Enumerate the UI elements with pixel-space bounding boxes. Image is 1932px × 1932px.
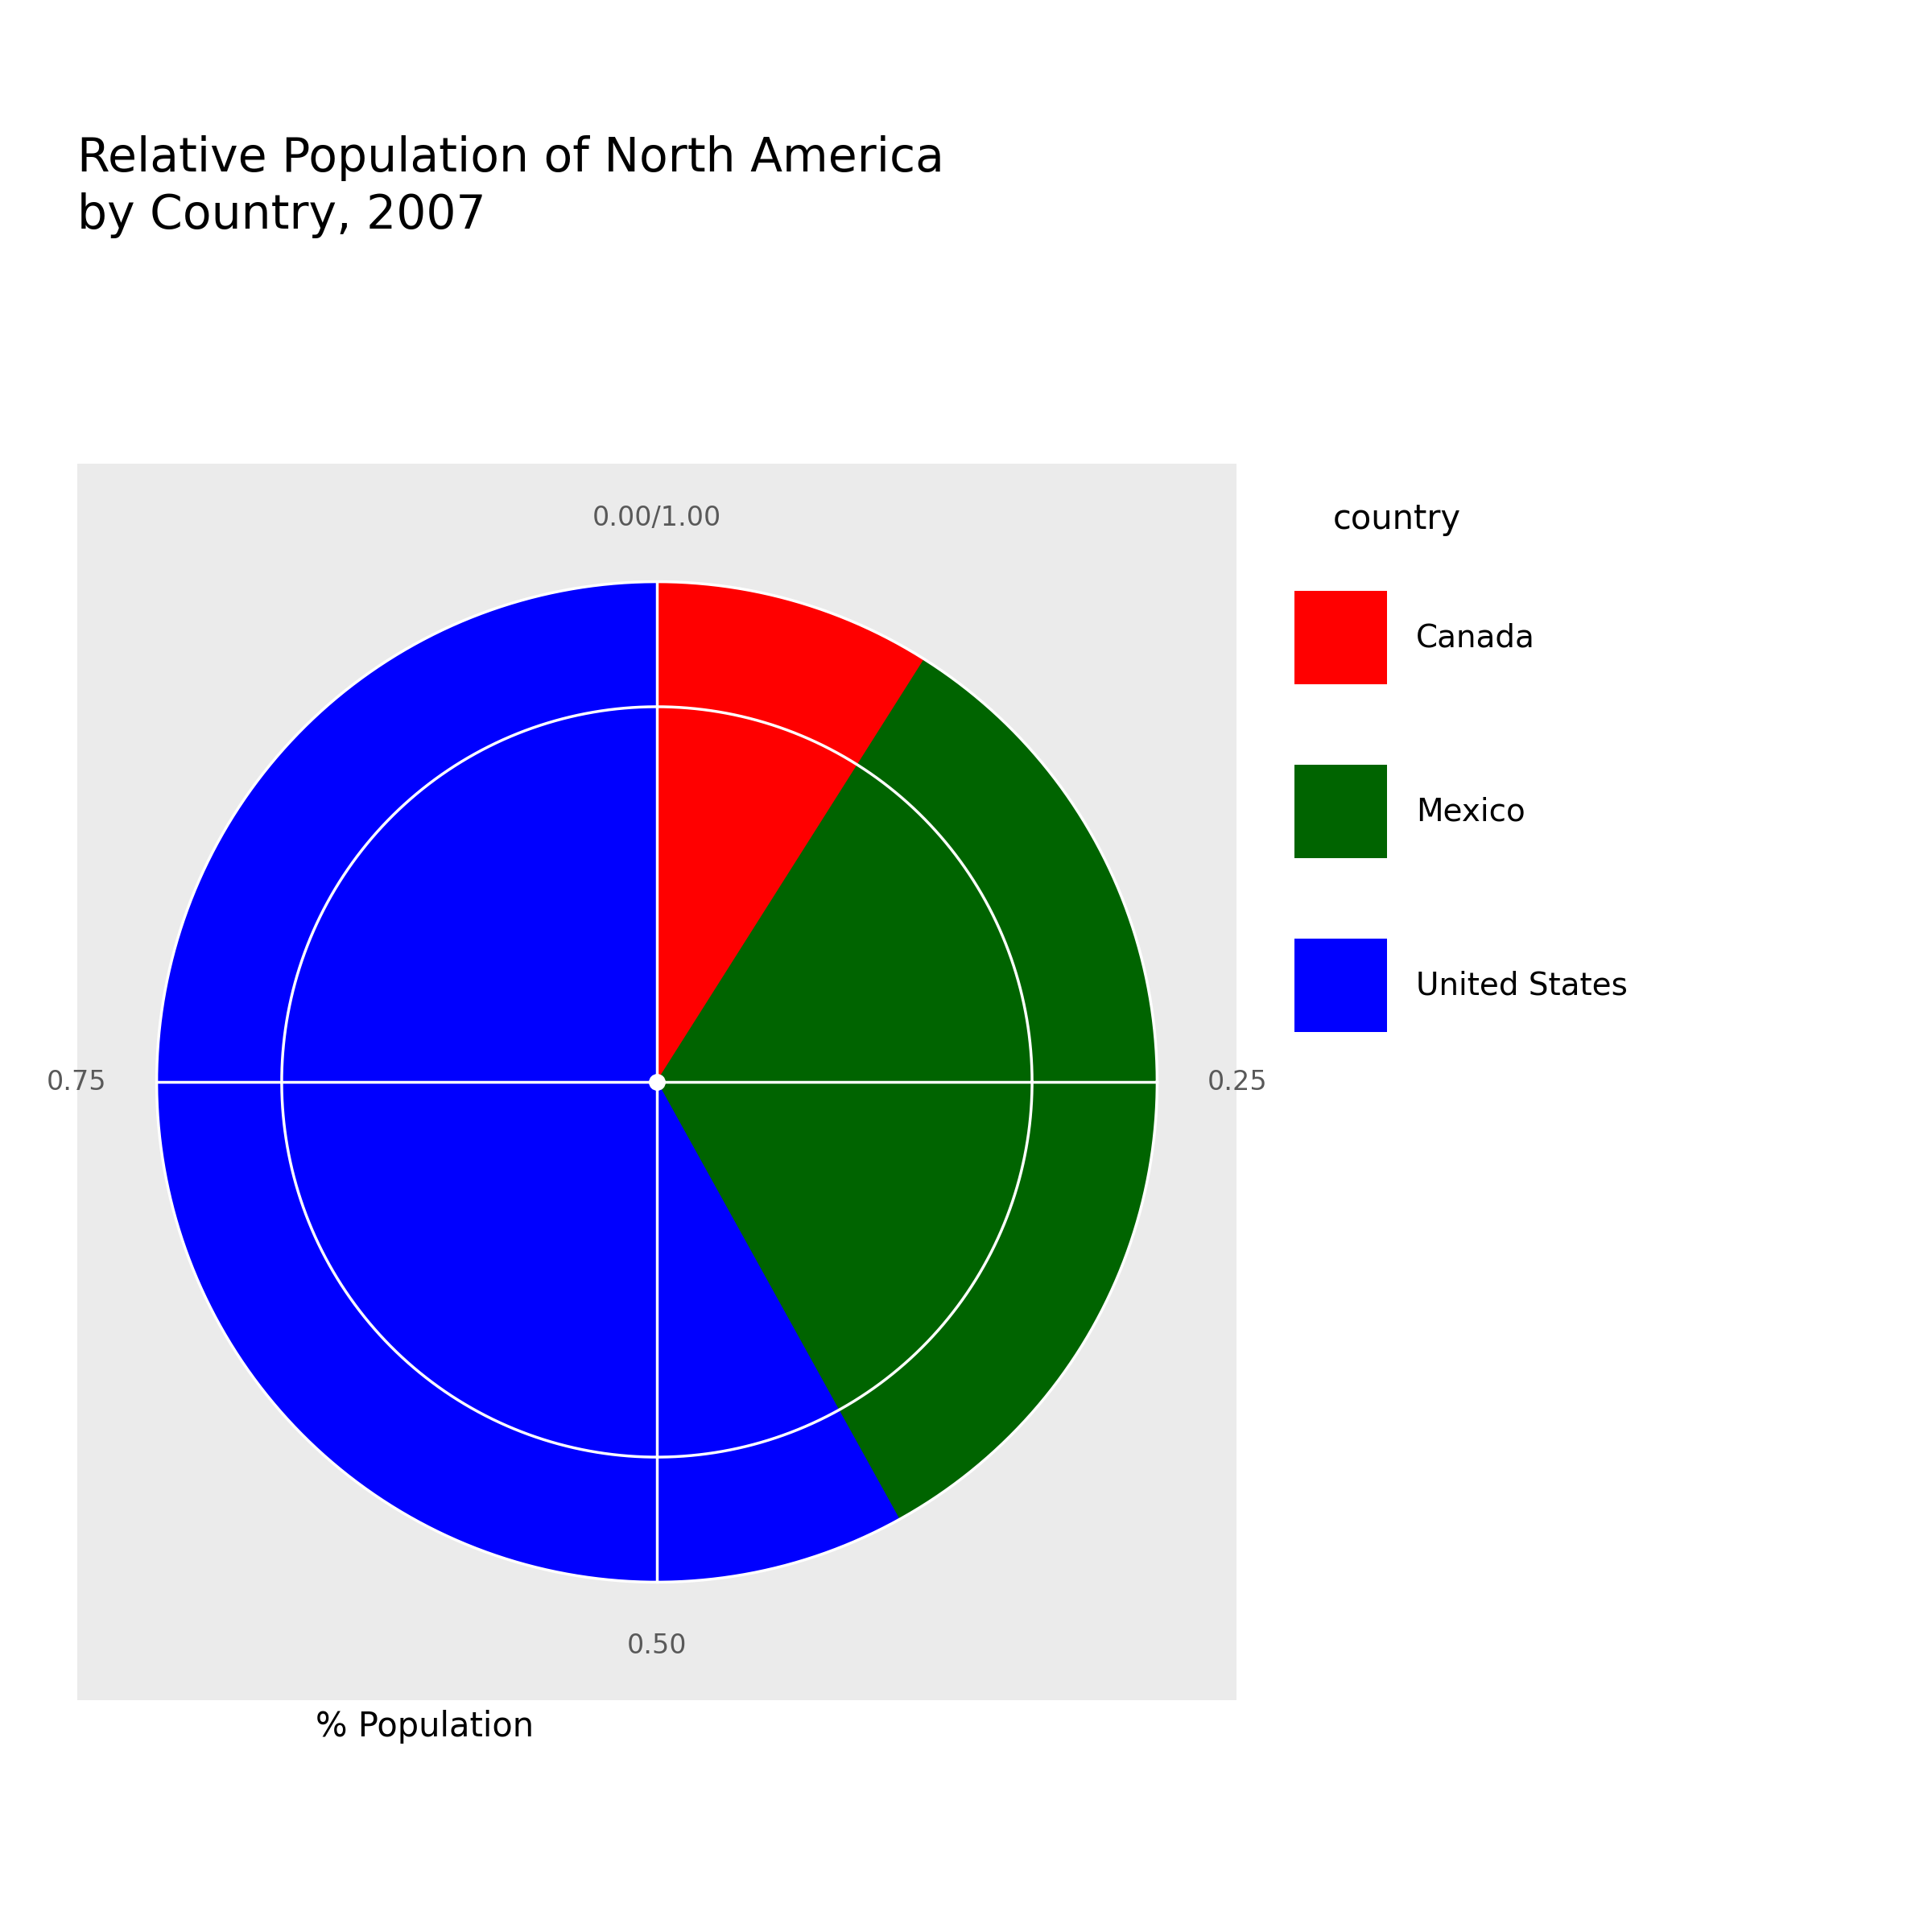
Text: 0.00/1.00: 0.00/1.00 (593, 504, 721, 531)
Polygon shape (657, 659, 1157, 1520)
Text: 0.25: 0.25 (1208, 1068, 1267, 1095)
Text: country: country (1333, 502, 1461, 535)
Polygon shape (156, 582, 898, 1582)
Text: Canada: Canada (1416, 622, 1536, 653)
Polygon shape (657, 582, 923, 1082)
Text: Relative Population of North America
by Country, 2007: Relative Population of North America by … (77, 135, 945, 238)
Text: 0.50: 0.50 (626, 1633, 688, 1660)
Text: % Population: % Population (317, 1710, 533, 1743)
Text: Mexico: Mexico (1416, 796, 1526, 827)
Text: United States: United States (1416, 970, 1629, 1001)
Text: 0.75: 0.75 (46, 1068, 106, 1095)
